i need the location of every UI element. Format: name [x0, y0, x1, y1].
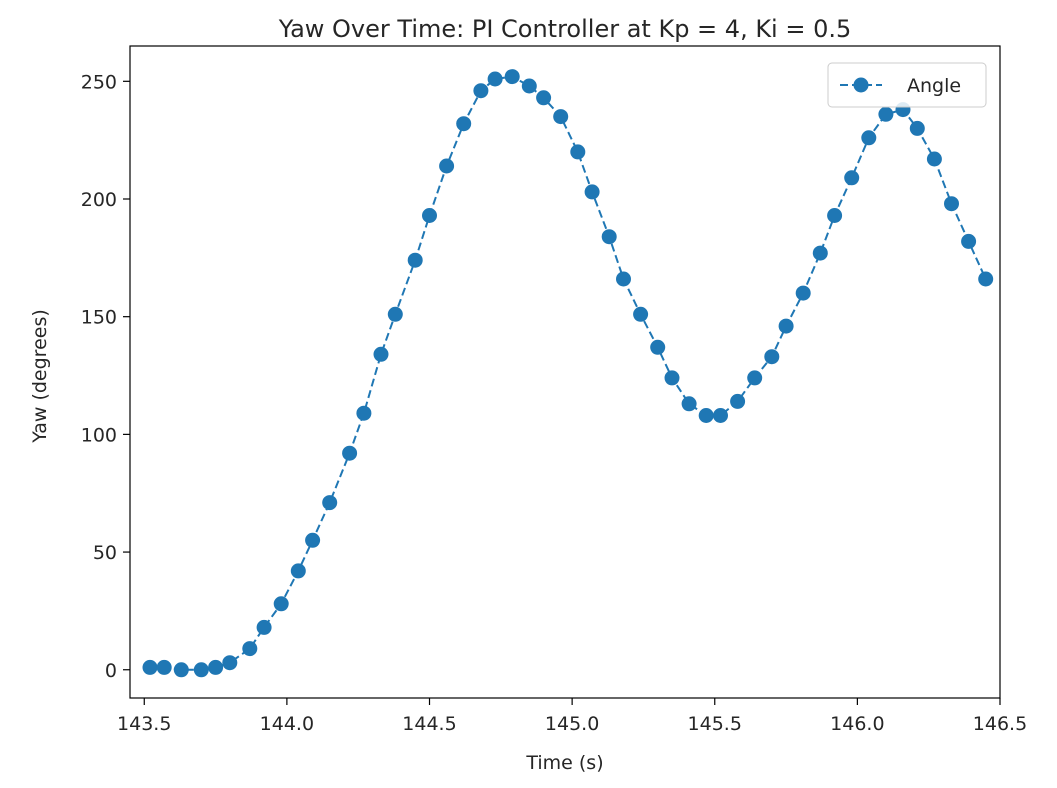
- data-point: [156, 659, 172, 675]
- series-line-angle: [150, 75, 987, 671]
- data-point: [633, 306, 649, 322]
- data-point: [713, 408, 728, 423]
- data-point: [944, 196, 959, 212]
- data-point: [208, 659, 224, 675]
- data-point: [356, 405, 372, 421]
- data-point: [844, 170, 860, 186]
- x-axis-label: Time (s): [525, 752, 603, 774]
- plot-layer: [142, 69, 994, 678]
- y-tick-label: 150: [81, 307, 117, 329]
- y-axis-ticks: 0 50 100 150 200 250: [81, 71, 130, 682]
- data-point: [978, 271, 994, 287]
- x-tick-label: 146.5: [973, 713, 1027, 735]
- data-point: [342, 445, 358, 461]
- data-point: [256, 619, 272, 635]
- data-point: [193, 662, 209, 678]
- data-point: [473, 83, 489, 99]
- data-point: [764, 349, 780, 365]
- data-point: [373, 346, 389, 362]
- y-tick-label: 0: [105, 660, 117, 682]
- x-tick-label: 146.0: [830, 713, 884, 735]
- x-tick-label: 144.5: [402, 713, 456, 735]
- legend: Angle: [827, 62, 987, 108]
- data-point: [487, 71, 503, 87]
- legend-label-angle: Angle: [907, 75, 961, 97]
- data-point: [290, 563, 306, 579]
- y-tick-label: 250: [81, 71, 117, 93]
- data-point: [273, 596, 289, 612]
- data-point: [812, 245, 828, 261]
- data-point: [827, 208, 843, 223]
- x-tick-label: 143.5: [117, 713, 171, 735]
- data-point: [536, 90, 552, 106]
- data-point: [305, 532, 321, 548]
- x-tick-label: 145.0: [545, 713, 599, 735]
- x-axis-ticks: 143.5 144.0 144.5 145.0 145.5 146.0 146.5: [117, 698, 1027, 735]
- legend-marker-sample: [853, 77, 869, 93]
- data-point: [650, 339, 666, 355]
- data-point: [422, 208, 437, 223]
- data-point: [322, 495, 338, 511]
- y-axis-label: Yaw (degrees): [29, 309, 51, 444]
- data-point: [664, 370, 680, 386]
- data-point: [584, 184, 600, 200]
- data-point: [456, 116, 472, 132]
- data-point: [601, 229, 617, 245]
- data-point: [173, 662, 189, 678]
- chart-title: Yaw Over Time: PI Controller at Kp = 4, …: [278, 15, 852, 43]
- data-point: [795, 285, 811, 301]
- legend-frame: [827, 62, 987, 108]
- data-point: [553, 109, 569, 125]
- data-point: [698, 408, 714, 423]
- data-point: [909, 120, 925, 136]
- data-point: [407, 252, 423, 268]
- plot-area-frame: [129, 45, 1001, 699]
- data-point: [222, 655, 238, 671]
- data-point: [142, 659, 158, 675]
- data-point: [926, 151, 942, 167]
- data-point: [387, 306, 403, 322]
- data-point: [521, 78, 537, 94]
- data-point: [730, 393, 746, 409]
- x-tick-label: 144.0: [260, 713, 314, 735]
- data-point: [242, 641, 258, 657]
- data-point: [439, 158, 455, 174]
- data-point: [961, 233, 977, 249]
- y-tick-label: 200: [81, 189, 117, 211]
- data-point: [747, 370, 763, 386]
- y-tick-label: 50: [93, 542, 117, 564]
- data-point: [570, 144, 586, 160]
- data-point: [778, 318, 794, 334]
- data-point: [681, 396, 697, 412]
- x-tick-label: 145.5: [688, 713, 742, 735]
- y-tick-label: 100: [81, 424, 117, 446]
- data-point: [504, 69, 520, 85]
- data-point: [878, 106, 894, 122]
- data-point: [861, 130, 877, 146]
- data-point: [616, 271, 631, 287]
